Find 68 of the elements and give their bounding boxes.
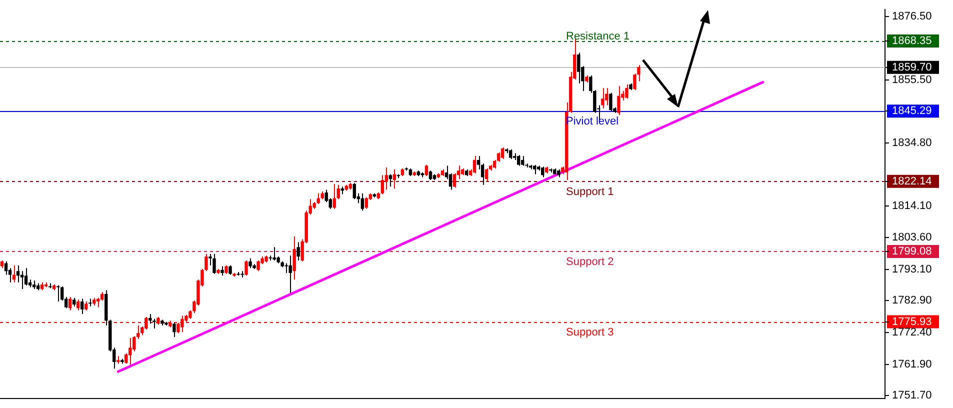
- candlestick: [152, 318, 156, 330]
- candlestick: [452, 172, 456, 188]
- candlestick: [352, 182, 356, 200]
- candlestick: [520, 156, 524, 166]
- candlestick: [292, 236, 296, 280]
- ref-line-label: Support 2: [566, 256, 614, 268]
- candlestick: [24, 268, 28, 286]
- candlestick: [4, 260, 8, 276]
- y-tick-label: 1834.80: [892, 136, 932, 149]
- candlestick: [617, 86, 620, 116]
- candlestick: [336, 184, 340, 200]
- candlestick: [601, 87, 604, 109]
- candlestick: [605, 87, 608, 106]
- candlestick: [296, 242, 300, 261]
- y-tick-label: 1803.60: [892, 232, 932, 244]
- candlestick: [248, 258, 252, 269]
- candlestick: [76, 299, 80, 311]
- candlestick: [284, 262, 288, 274]
- candlestick: [288, 255, 292, 294]
- candlestick: [212, 253, 216, 274]
- candlestick: [392, 168, 396, 190]
- candlestick: [388, 174, 392, 188]
- candlestick: [428, 170, 432, 181]
- candlestick: [380, 174, 384, 195]
- candlestick: [228, 264, 232, 276]
- candlestick: [244, 260, 248, 276]
- candlestick: [148, 313, 152, 324]
- ref-line-label: Resistance 1: [566, 30, 630, 43]
- candlestick: [424, 164, 428, 177]
- y-tick-label: 1822.14: [892, 175, 932, 188]
- y-tick-label: 1782.90: [892, 294, 932, 307]
- candlestick: [172, 322, 176, 338]
- ref-line-label: Support 1: [566, 186, 614, 198]
- candlestick: [577, 52, 580, 84]
- y-tick-label: 1775.93: [892, 316, 932, 328]
- y-tick-label: 1799.08: [892, 245, 932, 258]
- candlestick: [472, 156, 476, 174]
- y-tick-label: 1868.35: [892, 35, 932, 48]
- candlestick: [16, 264, 20, 283]
- y-tick-label: 1793.10: [892, 264, 932, 276]
- candlestick: [625, 84, 628, 100]
- candlestick: [541, 166, 544, 178]
- candlestick: [364, 196, 368, 210]
- candlestick: [516, 154, 520, 166]
- ref-line-label: Support 3: [566, 326, 614, 338]
- candlestick: [508, 148, 512, 160]
- candlestick: [533, 164, 536, 175]
- candlestick: [56, 284, 60, 302]
- candlestick: [484, 168, 488, 182]
- candlestick: [316, 192, 320, 204]
- y-tick-label: 1751.70: [892, 389, 932, 402]
- y-tick-label: 1855.50: [892, 74, 932, 86]
- candlestick: [384, 167, 388, 190]
- candlestick: [128, 337, 132, 366]
- candlestick: [332, 183, 336, 210]
- candlestick: [220, 266, 224, 276]
- candlestick: [360, 192, 364, 212]
- candlestick: [609, 92, 612, 112]
- candlestick: [256, 260, 260, 272]
- y-tick-label: 1814.10: [892, 200, 932, 212]
- y-tick-label: 1876.50: [892, 10, 932, 22]
- candlestick: [80, 298, 84, 314]
- y-tick-label: 1772.40: [892, 326, 932, 339]
- y-tick-label: 1761.90: [892, 358, 932, 370]
- candlestick: [500, 147, 504, 160]
- y-tick-label: 1859.70: [892, 61, 932, 74]
- y-tick-label: 1845.29: [892, 105, 932, 118]
- candlestick: [272, 246, 276, 261]
